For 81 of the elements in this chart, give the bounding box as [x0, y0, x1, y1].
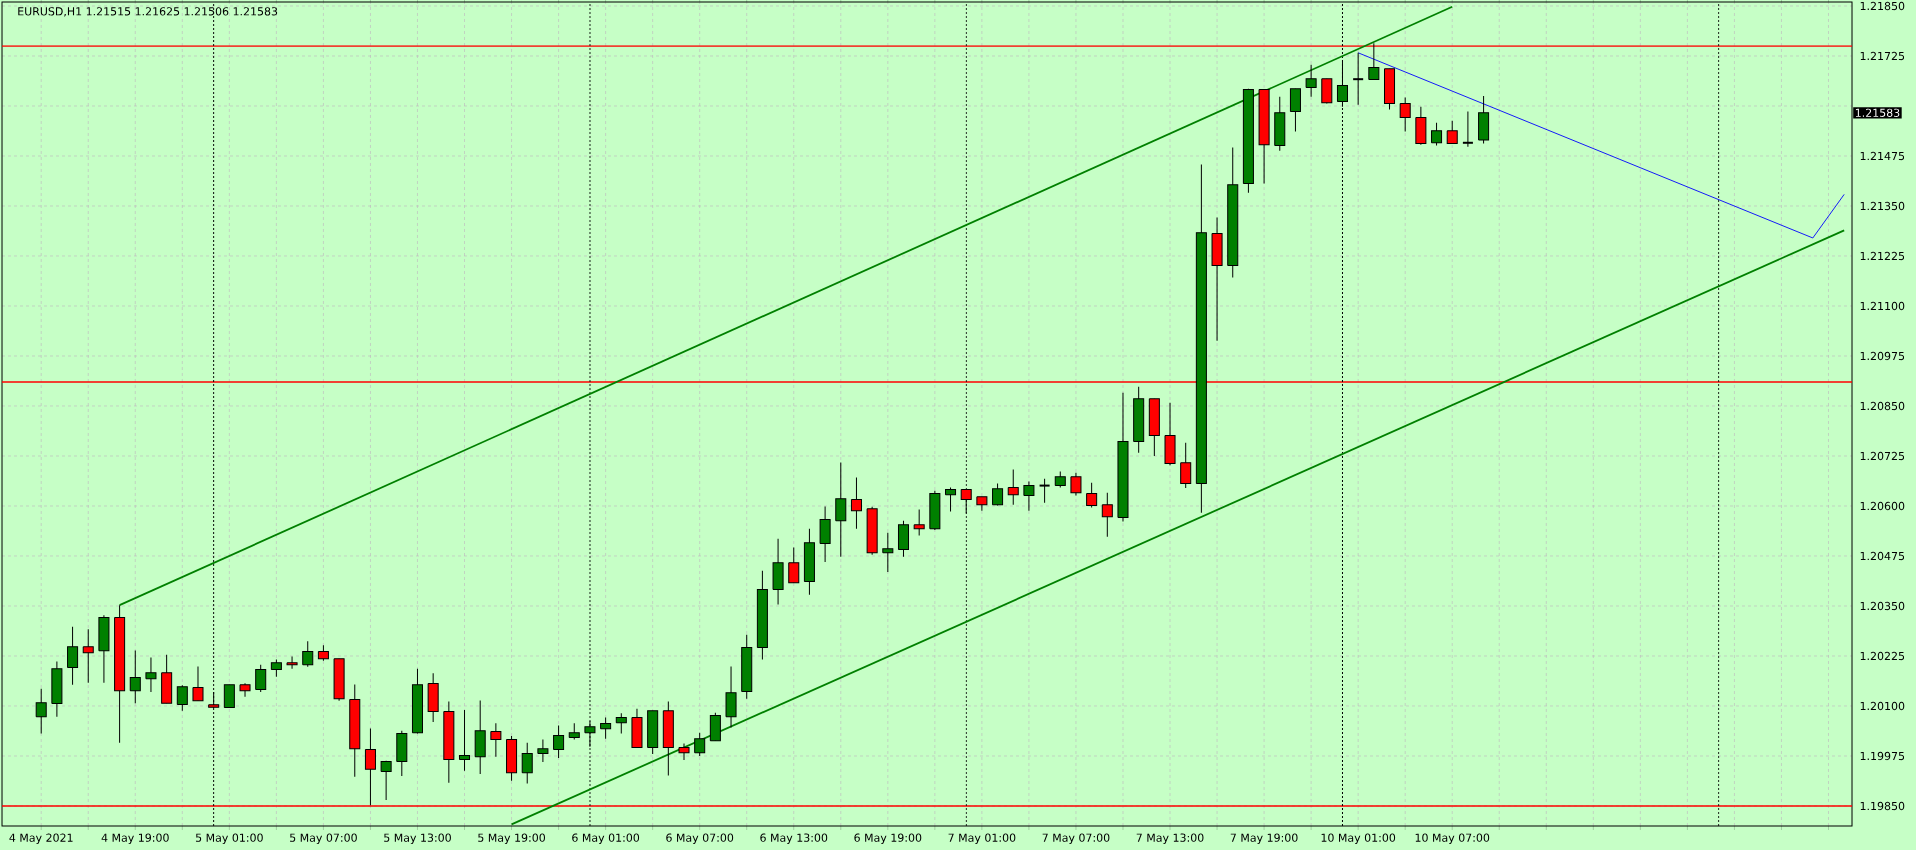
x-tick-label: 4 May 2021 [9, 833, 73, 844]
candlestick [192, 665, 204, 702]
y-tick-label: 1.20850 [1860, 401, 1905, 411]
candlestick [1368, 42, 1380, 81]
candlestick [1007, 469, 1019, 506]
candlestick [286, 655, 298, 670]
candlestick [694, 732, 706, 757]
y-tick-label: 1.21350 [1860, 201, 1905, 211]
candlestick [1086, 482, 1098, 509]
candlestick [129, 649, 141, 704]
candlestick [1289, 88, 1301, 133]
candlestick [1023, 481, 1035, 512]
x-tick-label: 7 May 07:00 [1042, 833, 1110, 844]
candlestick [992, 483, 1004, 507]
candlestick [835, 461, 847, 558]
x-tick-label: 5 May 01:00 [195, 833, 263, 844]
candlestick [850, 477, 862, 530]
text: 1.21583 [1855, 108, 1900, 117]
y-tick-label: 1.20475 [1860, 551, 1905, 561]
candlestick [35, 688, 47, 735]
candlestick [145, 657, 157, 693]
candlestick [882, 532, 894, 573]
candlestick [1101, 492, 1113, 538]
x-tick-label: 6 May 07:00 [666, 833, 734, 844]
y-tick-label: 1.21475 [1860, 151, 1905, 161]
candlestick [788, 547, 800, 584]
y-tick-label: 1.20600 [1860, 501, 1905, 511]
x-tick-label: 10 May 07:00 [1415, 833, 1490, 844]
candlestick [1399, 97, 1411, 133]
x-tick-label: 6 May 19:00 [854, 833, 922, 844]
candlestick [67, 626, 79, 686]
candlestick [459, 709, 471, 772]
candlestick [553, 725, 565, 759]
candlestick [725, 665, 737, 729]
candlestick [521, 742, 533, 785]
y-tick-label: 1.21225 [1860, 251, 1905, 261]
chart-title: EURUSD,H1 1.21515 1.21625 1.21506 1.21583 [18, 7, 278, 17]
y-tick-label: 1.21100 [1860, 301, 1905, 311]
y-tick-label: 1.20725 [1860, 451, 1905, 461]
x-tick-label: 5 May 13:00 [384, 833, 451, 844]
candlestick [537, 739, 549, 763]
candlestick [239, 682, 251, 698]
y-tick-label: 1.20225 [1860, 651, 1905, 661]
candlestick [255, 664, 267, 693]
y-tick-label: 1.21850 [1860, 1, 1905, 11]
x-tick-label: 7 May 13:00 [1136, 833, 1204, 844]
candlestick [678, 743, 690, 761]
candlestick [1461, 111, 1474, 148]
candlestick [913, 509, 925, 537]
y-tick-label: 1.20100 [1860, 701, 1905, 711]
candlestick [615, 712, 627, 735]
candlestick [302, 640, 314, 668]
candlestick [1446, 120, 1458, 145]
y-tick-label: 1.20975 [1860, 351, 1905, 361]
y-tick-label: 1.19975 [1860, 751, 1905, 761]
x-tick-label: 6 May 01:00 [572, 833, 640, 844]
candlestick [1352, 52, 1365, 106]
y-tick-label: 1.21725 [1860, 51, 1905, 61]
candlestick [380, 760, 392, 801]
candlestick [600, 717, 612, 740]
candlestick [82, 628, 94, 684]
candlestick [176, 684, 188, 712]
y-tick-label: 1.19850 [1860, 801, 1905, 811]
candlestick [1180, 442, 1192, 489]
x-tick-label: 6 May 13:00 [760, 833, 828, 844]
y-tick-label: 1.20350 [1860, 601, 1905, 611]
candlestick [1038, 478, 1051, 504]
candlestick [223, 684, 235, 709]
candlestick [819, 505, 831, 563]
candlestick [1431, 122, 1443, 147]
candlestick [945, 487, 957, 513]
x-tick-label: 7 May 19:00 [1230, 833, 1298, 844]
candlestick [1321, 78, 1333, 105]
candlestick [1070, 472, 1082, 497]
x-tick-label: 5 May 19:00 [478, 833, 546, 844]
x-tick-label: 7 May 01:00 [948, 833, 1016, 844]
candlestick [490, 722, 502, 758]
candlestick [1305, 64, 1317, 98]
x-tick-label: 5 May 07:00 [290, 833, 357, 844]
x-tick-label: 4 May 19:00 [101, 833, 169, 844]
x-tick-label: 10 May 01:00 [1321, 833, 1396, 844]
